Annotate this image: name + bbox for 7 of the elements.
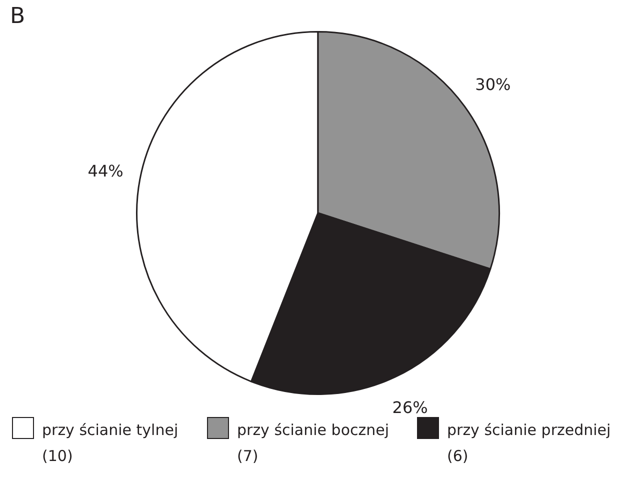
data-label: 30% <box>475 75 511 94</box>
legend-label: przy ścianie bocznej (7) <box>237 420 390 467</box>
legend-label: przy ścianie przedniej (6) <box>447 420 612 467</box>
data-label: 44% <box>88 162 124 181</box>
chart-title: B <box>10 4 26 29</box>
data-label: 26% <box>392 398 428 417</box>
legend-label: przy ścianie tylnej (10) <box>42 420 180 467</box>
